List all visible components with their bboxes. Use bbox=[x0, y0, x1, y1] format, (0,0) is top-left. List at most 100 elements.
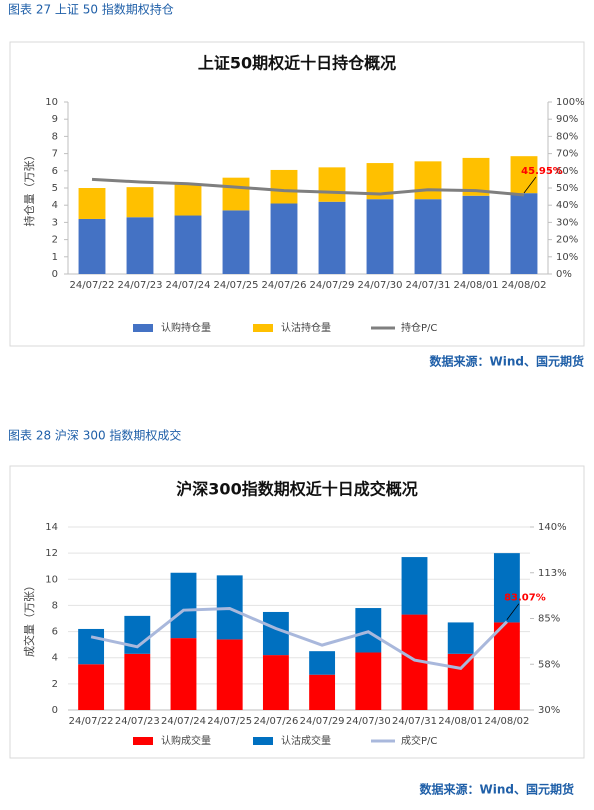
bar bbox=[222, 210, 250, 274]
bar bbox=[366, 199, 394, 274]
figure-source: 数据来源：Wind、国元期货 bbox=[430, 354, 584, 369]
x-tick-label: 24/07/31 bbox=[406, 280, 451, 291]
figure-caption: 图表 28 沪深 300 指数期权成交 bbox=[8, 428, 181, 443]
legend-swatch bbox=[133, 737, 153, 745]
line bbox=[90, 607, 508, 671]
chart-title: 上证50期权近十日持仓概况 bbox=[198, 54, 396, 73]
x-tick-label: 24/07/22 bbox=[70, 280, 115, 291]
y2-tick-label: 70% bbox=[556, 149, 578, 160]
bar bbox=[414, 199, 442, 274]
y2-tick-label: 100% bbox=[556, 97, 585, 108]
y-tick-label: 10 bbox=[45, 574, 58, 585]
bar bbox=[78, 218, 106, 274]
bar bbox=[355, 652, 382, 710]
x-tick-label: 24/07/30 bbox=[358, 280, 403, 291]
y-tick-label: 14 bbox=[45, 522, 58, 533]
bar bbox=[493, 553, 520, 623]
y2-tick-label: 90% bbox=[556, 114, 578, 125]
x-tick-label: 24/07/26 bbox=[253, 716, 298, 727]
y2-tick-label: 58% bbox=[538, 659, 560, 670]
bar bbox=[78, 628, 105, 665]
bar bbox=[510, 193, 538, 274]
bar bbox=[447, 653, 474, 710]
legend-label: 认沽成交量 bbox=[281, 734, 331, 747]
bar bbox=[170, 638, 197, 710]
bar bbox=[174, 215, 202, 274]
y-tick-label: 0 bbox=[52, 705, 58, 716]
x-tick-label: 24/07/24 bbox=[161, 716, 206, 727]
bar bbox=[78, 188, 106, 219]
chart-frame bbox=[9, 465, 585, 759]
y2-tick-label: 113% bbox=[538, 568, 567, 579]
y-tick-label: 9 bbox=[52, 114, 58, 125]
x-tick-label: 24/07/23 bbox=[118, 280, 163, 291]
bar bbox=[318, 167, 346, 202]
y2-tick-label: 80% bbox=[556, 131, 578, 142]
y2-tick-label: 30% bbox=[538, 705, 560, 716]
bar bbox=[414, 161, 442, 200]
bar bbox=[126, 187, 154, 218]
value-label: 45.95% bbox=[521, 166, 563, 177]
bar bbox=[309, 651, 336, 675]
x-tick-label: 24/07/25 bbox=[207, 716, 252, 727]
x-tick-label: 24/07/25 bbox=[214, 280, 259, 291]
bar bbox=[401, 557, 428, 615]
y-tick-label: 4 bbox=[52, 200, 58, 211]
y2-tick-label: 60% bbox=[556, 166, 578, 177]
y-tick-label: 2 bbox=[52, 679, 58, 690]
x-tick-label: 24/07/24 bbox=[166, 280, 211, 291]
value-label: 83.07% bbox=[504, 593, 546, 604]
bar bbox=[126, 217, 154, 274]
y2-tick-label: 30% bbox=[556, 217, 578, 228]
x-tick-label: 24/08/01 bbox=[438, 716, 483, 727]
bar bbox=[510, 156, 538, 194]
label-leader bbox=[523, 176, 537, 194]
y-tick-label: 0 bbox=[52, 269, 58, 280]
bar bbox=[78, 664, 105, 710]
y-tick-label: 6 bbox=[52, 166, 58, 177]
legend-label: 认购持仓量 bbox=[161, 321, 211, 334]
x-tick-label: 24/07/31 bbox=[392, 716, 437, 727]
y2-tick-label: 10% bbox=[556, 252, 578, 263]
x-tick-label: 24/07/30 bbox=[346, 716, 391, 727]
bar bbox=[447, 622, 474, 654]
bar bbox=[170, 572, 197, 639]
bar bbox=[270, 169, 298, 204]
x-tick-label: 24/07/23 bbox=[115, 716, 160, 727]
bar bbox=[262, 611, 289, 656]
x-tick-label: 24/08/02 bbox=[484, 716, 529, 727]
bar bbox=[270, 203, 298, 274]
y2-tick-label: 40% bbox=[556, 200, 578, 211]
chart-frame bbox=[9, 41, 585, 347]
y-tick-label: 5 bbox=[52, 183, 58, 194]
y-tick-label: 10 bbox=[45, 97, 58, 108]
y-tick-label: 4 bbox=[52, 653, 58, 664]
y2-tick-label: 85% bbox=[538, 614, 560, 625]
legend-label: 认购成交量 bbox=[161, 734, 211, 747]
y-tick-label: 1 bbox=[52, 252, 58, 263]
y2-tick-label: 0% bbox=[556, 269, 572, 280]
y-axis-label: 成交量（万张） bbox=[22, 580, 36, 657]
y-tick-label: 8 bbox=[52, 600, 58, 611]
bar bbox=[493, 622, 520, 710]
y-tick-label: 7 bbox=[52, 149, 58, 160]
legend-swatch bbox=[253, 737, 273, 745]
x-tick-label: 24/07/26 bbox=[262, 280, 307, 291]
bar bbox=[222, 177, 250, 211]
x-tick-label: 24/07/22 bbox=[69, 716, 114, 727]
label-leader bbox=[506, 603, 520, 620]
figure-source: 数据来源：Wind、国元期货 bbox=[420, 782, 574, 797]
y-tick-label: 3 bbox=[52, 217, 58, 228]
legend-label: 认沽持仓量 bbox=[281, 321, 331, 334]
y-tick-label: 8 bbox=[52, 131, 58, 142]
y2-tick-label: 20% bbox=[556, 235, 578, 246]
x-tick-label: 24/07/29 bbox=[310, 280, 355, 291]
y2-tick-label: 140% bbox=[538, 522, 567, 533]
y2-tick-label: 50% bbox=[556, 183, 578, 194]
y-tick-label: 2 bbox=[52, 235, 58, 246]
legend-swatch bbox=[133, 324, 153, 332]
bar bbox=[262, 655, 289, 710]
bar bbox=[174, 183, 202, 216]
